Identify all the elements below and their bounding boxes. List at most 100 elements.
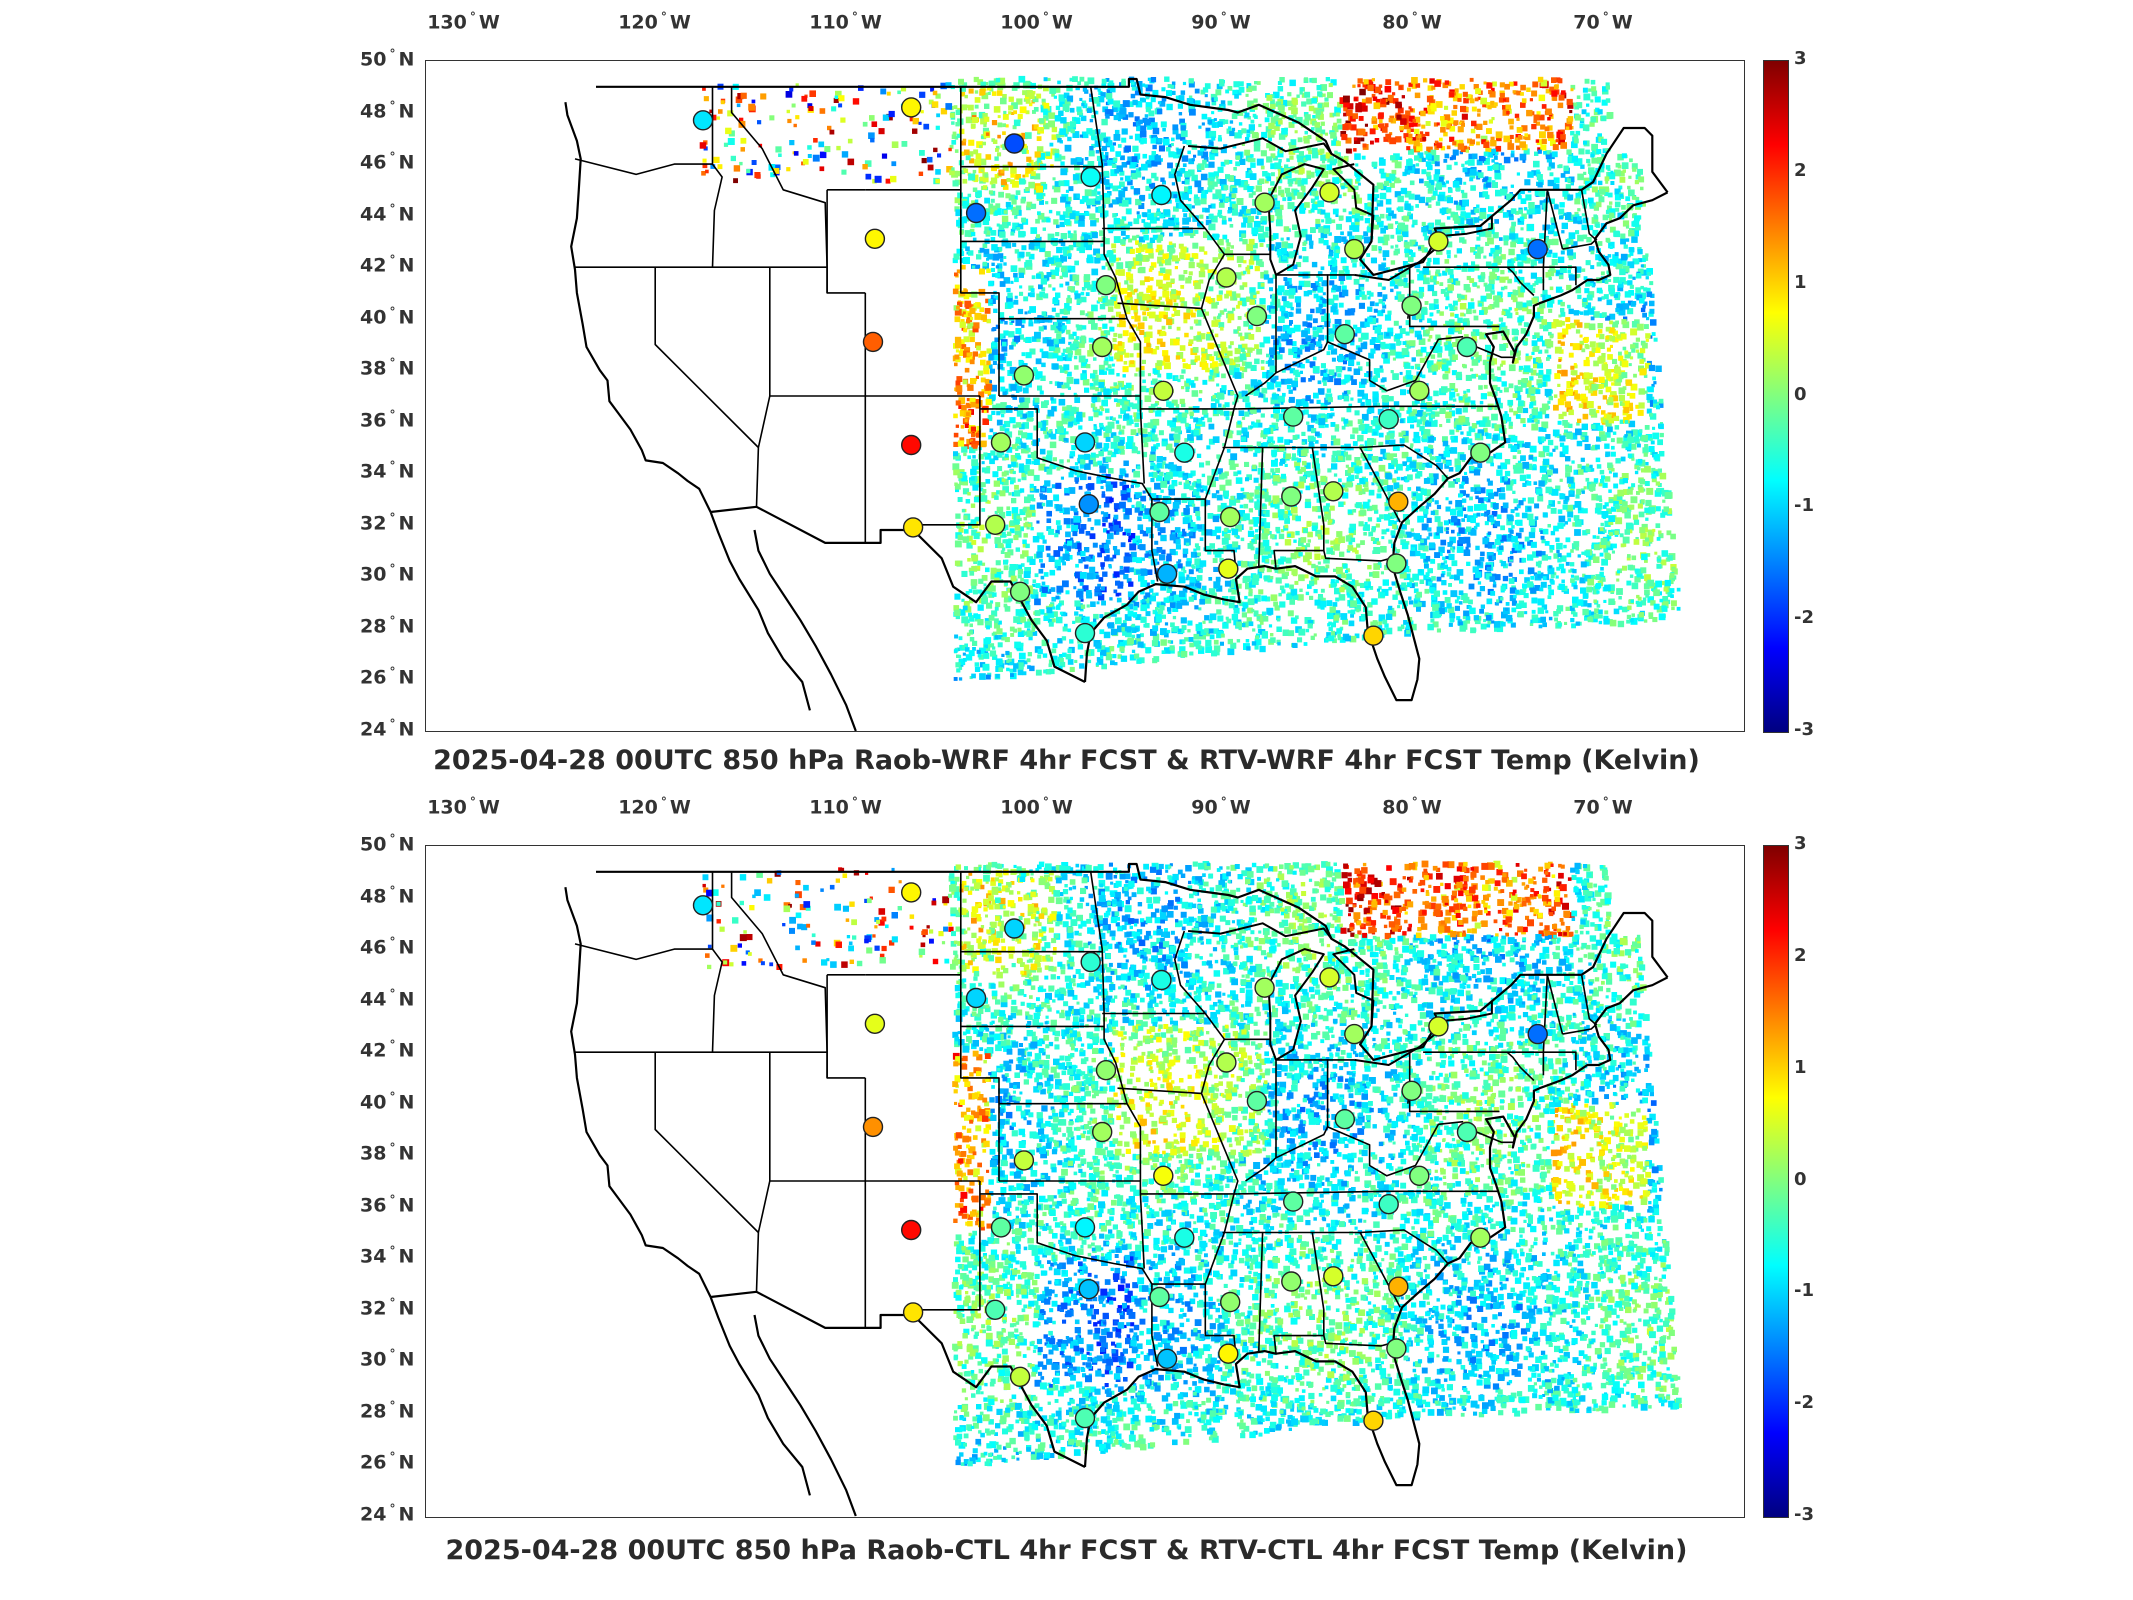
colorbar [1763,60,1789,733]
raob-station-marker [1095,1059,1117,1081]
latitude-tick-label: 50 ° N [360,832,414,855]
raob-station-marker [965,987,987,1009]
raob-station-marker [1388,491,1409,512]
colorbar-tick-label: 0 [1794,1169,1807,1190]
raob-station-marker [1344,238,1365,260]
raob-station-marker [1009,1366,1031,1387]
latitude-tick-label: 44 ° N [360,202,414,225]
raob-station-marker [1283,1191,1304,1212]
latitude-tick-label: 46 ° N [360,150,414,173]
raob-station-marker [1283,406,1304,427]
raob-station-marker [1246,1090,1268,1112]
raob-station-marker [1149,1286,1170,1308]
raob-station-marker [1074,1217,1096,1238]
latitude-tick-label: 26 ° N [360,1450,414,1473]
colorbar-tick-label: -3 [1794,1504,1814,1525]
latitude-tick-label: 42 ° N [360,1038,414,1061]
longitude-tick-label: 80 ° W [1382,795,1441,818]
longitude-tick-label: 120 ° W [618,795,691,818]
latitude-tick-label: 40 ° N [360,305,414,328]
raob-station-marker [1151,969,1172,991]
raob-station-marker [901,882,922,903]
raob-station-marker [1470,1227,1491,1248]
observation-map [564,75,1681,731]
raob-station-marker [1220,506,1241,528]
longitude-tick-label: 130 ° W [427,10,500,33]
raob-station-marker [1156,1348,1178,1369]
raob-station-marker [985,514,1006,535]
raob-station-marker [1319,967,1340,988]
latitude-tick-label: 38 ° N [360,356,414,379]
colorbar-tick-label: -1 [1794,1280,1814,1301]
colorbar-tick-label: -2 [1794,607,1814,628]
longitude-tick-label: 120 ° W [618,10,691,33]
latitude-tick-label: 34 ° N [360,459,414,482]
latitude-tick-label: 50 ° N [360,47,414,70]
latitude-tick-label: 28 ° N [360,614,414,637]
longitude-tick-label: 100 ° W [1000,795,1073,818]
raob-station-marker [1456,1121,1478,1143]
raob-station-marker [1174,1227,1195,1248]
raob-station-marker [901,97,922,118]
colorbar-tick-label: 2 [1794,160,1807,181]
latitude-tick-label: 28 ° N [360,1399,414,1422]
raob-station-marker [901,1219,922,1241]
longitude-tick-label: 110 ° W [809,795,882,818]
latitude-tick-label: 48 ° N [360,99,414,122]
raob-station-marker [1013,1150,1035,1171]
raob-station-marker [1009,581,1031,602]
raob-station-marker [1344,1023,1365,1045]
latitude-tick-label: 48 ° N [360,884,414,907]
raob-station-marker [1216,267,1237,288]
raob-station-marker [864,228,886,250]
raob-station-marker [965,202,987,224]
raob-station-marker [1220,1291,1241,1313]
raob-station-marker [1281,1271,1302,1292]
colorbar-tick-label: -1 [1794,495,1814,516]
colorbar [1763,845,1789,1518]
raob-station-marker [902,1302,924,1323]
raob-station-marker [864,1013,886,1035]
raob-station-marker [1074,622,1096,644]
longitude-tick-label: 110 ° W [809,10,882,33]
latitude-tick-label: 24 ° N [360,1502,414,1525]
map-title: 2025-04-28 00UTC 850 hPa Raob-CTL 4hr FC… [0,1535,2133,1566]
longitude-tick-label: 130 ° W [427,795,500,818]
latitude-tick-label: 32 ° N [360,1296,414,1319]
raob-station-marker [1080,951,1101,973]
latitude-tick-label: 32 ° N [360,511,414,534]
raob-station-marker [1363,1410,1384,1431]
raob-stations [692,97,1548,646]
longitude-tick-label: 100 ° W [1000,10,1073,33]
observation-map [564,860,1682,1517]
latitude-tick-label: 26 ° N [360,665,414,688]
latitude-tick-label: 36 ° N [360,1193,414,1216]
latitude-tick-label: 42 ° N [360,253,414,276]
raob-station-marker [1334,324,1355,345]
raob-station-marker [1456,336,1478,358]
raob-station-marker [1153,380,1174,401]
latitude-tick-label: 38 ° N [360,1141,414,1164]
raob-stations [692,882,1548,1431]
raob-station-marker [1428,1016,1449,1037]
map-frame [425,60,1745,732]
raob-station-marker [1151,184,1172,206]
map-frame [425,845,1745,1518]
longitude-tick-label: 90 ° W [1191,10,1250,33]
raob-station-marker [1174,442,1195,463]
colorbar-tick-label: 0 [1794,384,1807,405]
longitude-tick-label: 70 ° W [1573,10,1632,33]
raob-station-marker [862,1116,884,1138]
latitude-tick-label: 30 ° N [360,1347,414,1370]
raob-station-marker [1004,133,1025,154]
raob-station-marker [901,434,922,456]
raob-station-marker [1095,274,1117,296]
colorbar-tick-label: -3 [1794,719,1814,740]
raob-station-marker [1078,494,1099,515]
raob-station-marker [1378,409,1399,430]
raob-station-marker [862,331,884,353]
map-panel-top: 130 ° W 120 ° W 110 ° W 100 ° W 90 ° W 80 ° W 70 ° W 50 ° N 48 °… [360,10,1814,776]
raob-station-marker [1078,1279,1099,1300]
longitude-tick-label: 90 ° W [1191,795,1250,818]
raob-station-marker [1218,1343,1239,1364]
